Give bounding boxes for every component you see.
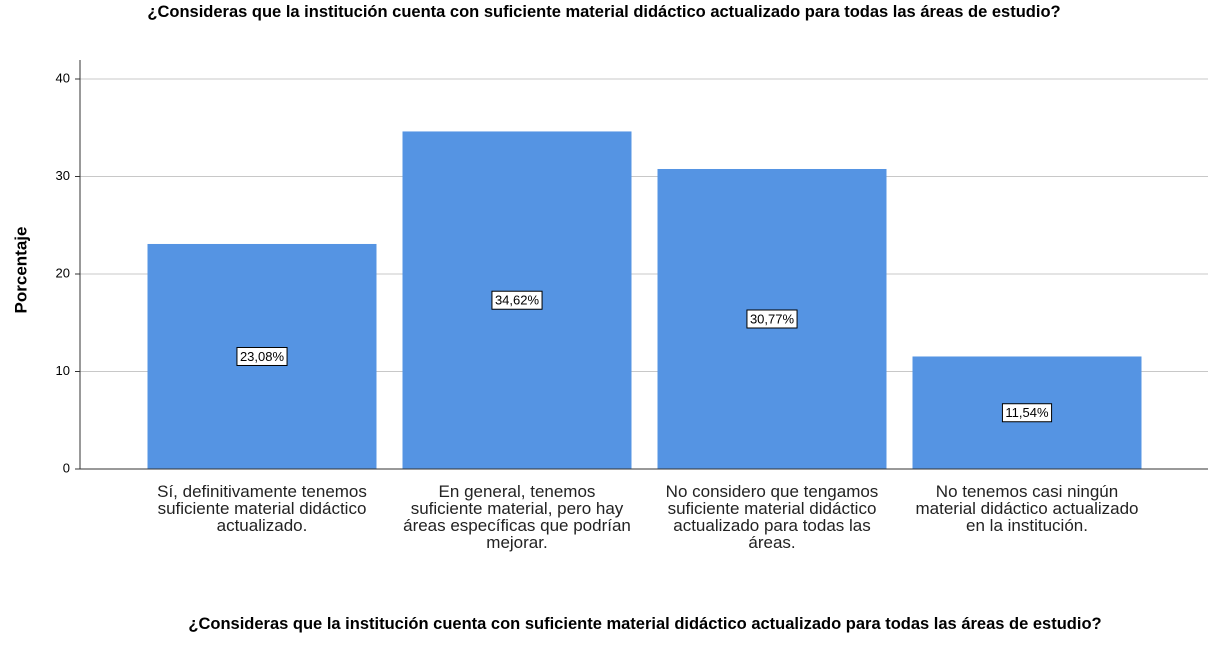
- y-tick-label: 20: [56, 265, 70, 280]
- x-axis-title: ¿Consideras que la institución cuenta co…: [188, 615, 1102, 633]
- value-label-box: [746, 309, 798, 329]
- y-tick-label: 30: [56, 168, 70, 183]
- chart-title: ¿Consideras que la institución cuenta co…: [147, 3, 1061, 21]
- value-label: 30,77%: [750, 311, 795, 326]
- x-tick-label: En general, tenemos suficiente material,…: [403, 482, 631, 552]
- value-label-box: [1001, 403, 1053, 423]
- value-label-box: [491, 290, 543, 310]
- value-label: 11,54%: [1005, 405, 1049, 420]
- x-tick-label: No tenemos casi ningún material didáctic…: [915, 482, 1139, 535]
- x-tick-label: No considero que tengamos suficiente mat…: [665, 482, 879, 552]
- y-tick-label: 10: [56, 363, 70, 378]
- y-tick-label: 40: [56, 70, 70, 85]
- value-label: 34,62%: [495, 293, 540, 308]
- y-tick-label: 0: [63, 460, 70, 475]
- x-tick-label: Sí, definitivamente tenemos suficiente m…: [157, 482, 367, 535]
- y-axis-title: Porcentaje: [11, 227, 30, 314]
- value-label: 23,08%: [240, 349, 285, 364]
- value-label-box: [236, 346, 288, 366]
